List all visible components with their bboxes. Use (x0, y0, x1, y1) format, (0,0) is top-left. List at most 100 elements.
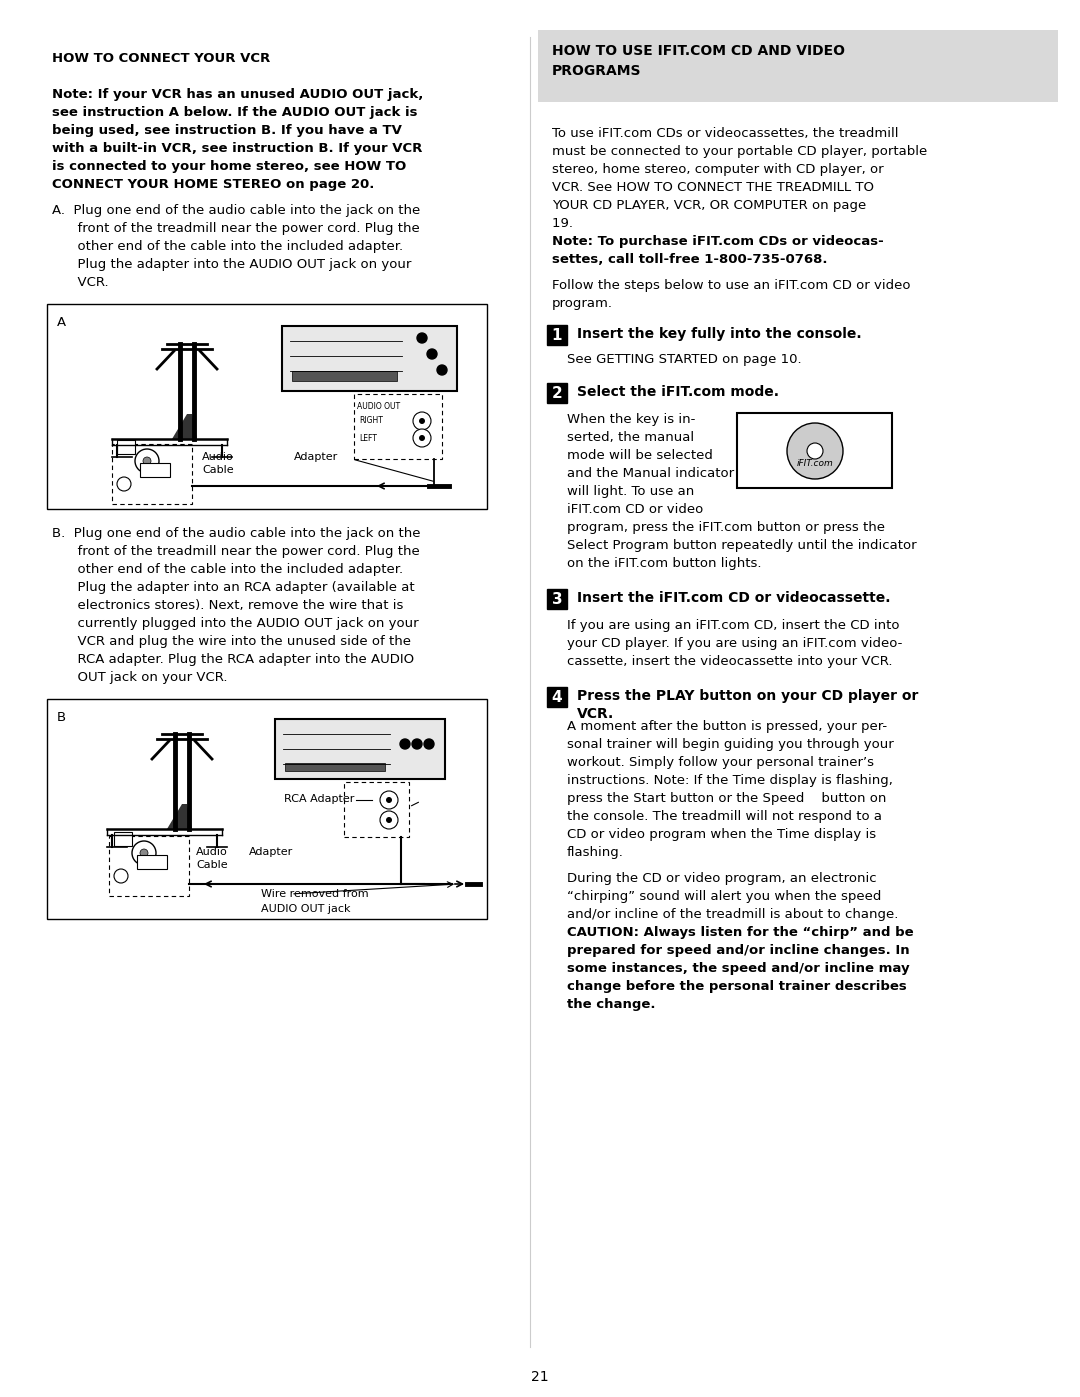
Bar (48, 698, 487, 919)
Text: program.: program. (552, 298, 613, 310)
Text: must be connected to your portable CD player, portable: must be connected to your portable CD pl… (552, 145, 928, 158)
Circle shape (143, 457, 151, 465)
Text: A: A (57, 316, 66, 330)
Text: currently plugged into the AUDIO OUT jack on your: currently plugged into the AUDIO OUT jac… (52, 617, 419, 630)
Bar (282, 326, 457, 391)
Text: change before the personal trainer describes: change before the personal trainer descr… (567, 981, 907, 993)
Text: RCA Adapter: RCA Adapter (284, 793, 354, 805)
Text: will light. To use an: will light. To use an (567, 485, 694, 497)
Text: VCR.: VCR. (577, 707, 615, 721)
Circle shape (787, 423, 843, 479)
Text: being used, see instruction B. If you have a TV: being used, see instruction B. If you ha… (52, 124, 402, 137)
Text: on the iFIT.com button lights.: on the iFIT.com button lights. (567, 557, 761, 570)
Text: RCA adapter. Plug the RCA adapter into the AUDIO: RCA adapter. Plug the RCA adapter into t… (52, 652, 414, 666)
Text: To use iFIT.com CDs or videocassettes, the treadmill: To use iFIT.com CDs or videocassettes, t… (552, 127, 899, 140)
Bar (48, 305, 487, 509)
Circle shape (117, 476, 131, 490)
Text: If you are using an iFIT.com CD, insert the CD into: If you are using an iFIT.com CD, insert … (567, 619, 900, 631)
Circle shape (413, 412, 431, 430)
Text: Select the iFIT.com mode.: Select the iFIT.com mode. (577, 386, 779, 400)
Circle shape (380, 812, 399, 828)
Text: YOUR CD PLAYER, VCR, OR COMPUTER on page: YOUR CD PLAYER, VCR, OR COMPUTER on page (552, 198, 866, 212)
Text: Note: If your VCR has an unused AUDIO OUT jack,: Note: If your VCR has an unused AUDIO OU… (52, 88, 423, 101)
Text: prepared for speed and/or incline changes. In: prepared for speed and/or incline change… (567, 944, 909, 957)
Text: serted, the manual: serted, the manual (567, 432, 694, 444)
Bar (117, 440, 135, 454)
Bar (345, 782, 409, 837)
Bar (114, 833, 132, 847)
Text: Select Program button repeatedly until the indicator: Select Program button repeatedly until t… (567, 539, 917, 552)
Text: iFIT.com: iFIT.com (797, 460, 834, 468)
Text: 19.: 19. (552, 217, 577, 231)
Circle shape (411, 739, 422, 749)
Circle shape (386, 817, 392, 823)
Text: AUDIO OUT: AUDIO OUT (357, 402, 400, 411)
Bar (737, 414, 892, 488)
Text: with a built-in VCR, see instruction B. If your VCR: with a built-in VCR, see instruction B. … (52, 142, 422, 155)
Text: Adapter: Adapter (294, 453, 338, 462)
Text: Follow the steps below to use an iFIT.com CD or video: Follow the steps below to use an iFIT.co… (552, 279, 910, 292)
Text: the console. The treadmill will not respond to a: the console. The treadmill will not resp… (567, 810, 882, 823)
Text: front of the treadmill near the power cord. Plug the: front of the treadmill near the power co… (52, 545, 420, 557)
Text: and/or incline of the treadmill is about to change.: and/or incline of the treadmill is about… (567, 908, 899, 921)
Text: Audio: Audio (195, 847, 228, 856)
Text: workout. Simply follow your personal trainer’s: workout. Simply follow your personal tra… (567, 756, 874, 768)
Text: mode will be selected: mode will be selected (567, 448, 713, 462)
Circle shape (419, 418, 426, 425)
Text: front of the treadmill near the power cord. Plug the: front of the treadmill near the power co… (52, 222, 420, 235)
Text: electronics stores). Next, remove the wire that is: electronics stores). Next, remove the wi… (52, 599, 403, 612)
Bar (546, 687, 567, 707)
Polygon shape (167, 805, 192, 828)
Circle shape (419, 434, 426, 441)
Bar (546, 590, 567, 609)
Bar (112, 444, 192, 504)
Text: sonal trainer will begin guiding you through your: sonal trainer will begin guiding you thr… (567, 738, 894, 752)
Circle shape (427, 349, 437, 359)
Text: HOW TO CONNECT YOUR VCR: HOW TO CONNECT YOUR VCR (52, 52, 270, 66)
Circle shape (140, 849, 148, 856)
Text: see instruction A below. If the AUDIO OUT jack is: see instruction A below. If the AUDIO OU… (52, 106, 418, 119)
Text: 3: 3 (552, 592, 563, 608)
Text: CD or video program when the Time display is: CD or video program when the Time displa… (567, 828, 876, 841)
Text: Wire removed from: Wire removed from (261, 888, 368, 900)
Text: 2: 2 (552, 386, 563, 401)
Circle shape (132, 841, 156, 865)
Text: program, press the iFIT.com button or press the: program, press the iFIT.com button or pr… (567, 521, 885, 534)
Text: settes, call toll-free 1-800-735-0768.: settes, call toll-free 1-800-735-0768. (552, 253, 827, 265)
Circle shape (417, 332, 427, 344)
Text: AUDIO OUT jack: AUDIO OUT jack (261, 904, 351, 914)
Text: 21: 21 (531, 1370, 549, 1384)
Text: Insert the key fully into the console.: Insert the key fully into the console. (577, 327, 862, 341)
Text: Cable: Cable (195, 861, 228, 870)
Text: Audio: Audio (202, 453, 233, 462)
Text: and the Manual indicator: and the Manual indicator (567, 467, 734, 481)
Bar (285, 763, 384, 771)
Text: 1: 1 (552, 328, 563, 344)
Text: “chirping” sound will alert you when the speed: “chirping” sound will alert you when the… (567, 890, 881, 902)
Bar (109, 835, 189, 895)
Circle shape (380, 791, 399, 809)
Text: instructions. Note: If the Time display is flashing,: instructions. Note: If the Time display … (567, 774, 893, 787)
Circle shape (135, 448, 159, 474)
Bar (140, 462, 170, 476)
Text: other end of the cable into the included adapter.: other end of the cable into the included… (52, 563, 403, 576)
Circle shape (807, 443, 823, 460)
Bar (137, 855, 167, 869)
Text: cassette, insert the videocassette into your VCR.: cassette, insert the videocassette into … (567, 655, 892, 668)
Text: Plug the adapter into an RCA adapter (available at: Plug the adapter into an RCA adapter (av… (52, 581, 415, 594)
Bar (275, 719, 445, 780)
Bar (546, 326, 567, 345)
Text: OUT jack on your VCR.: OUT jack on your VCR. (52, 671, 228, 685)
Text: A moment after the button is pressed, your per-: A moment after the button is pressed, yo… (567, 719, 887, 733)
Text: During the CD or video program, an electronic: During the CD or video program, an elect… (567, 872, 877, 886)
Bar (538, 29, 1058, 102)
Text: B.  Plug one end of the audio cable into the jack on the: B. Plug one end of the audio cable into … (52, 527, 420, 541)
Text: Note: To purchase iFIT.com CDs or videocas-: Note: To purchase iFIT.com CDs or videoc… (552, 235, 883, 249)
Circle shape (400, 739, 410, 749)
Text: PROGRAMS: PROGRAMS (552, 64, 642, 78)
Text: RIGHT: RIGHT (359, 416, 383, 425)
Bar (354, 394, 442, 460)
Text: Insert the iFIT.com CD or videocassette.: Insert the iFIT.com CD or videocassette. (577, 591, 891, 605)
Text: the change.: the change. (567, 997, 656, 1011)
Text: Cable: Cable (202, 465, 233, 475)
